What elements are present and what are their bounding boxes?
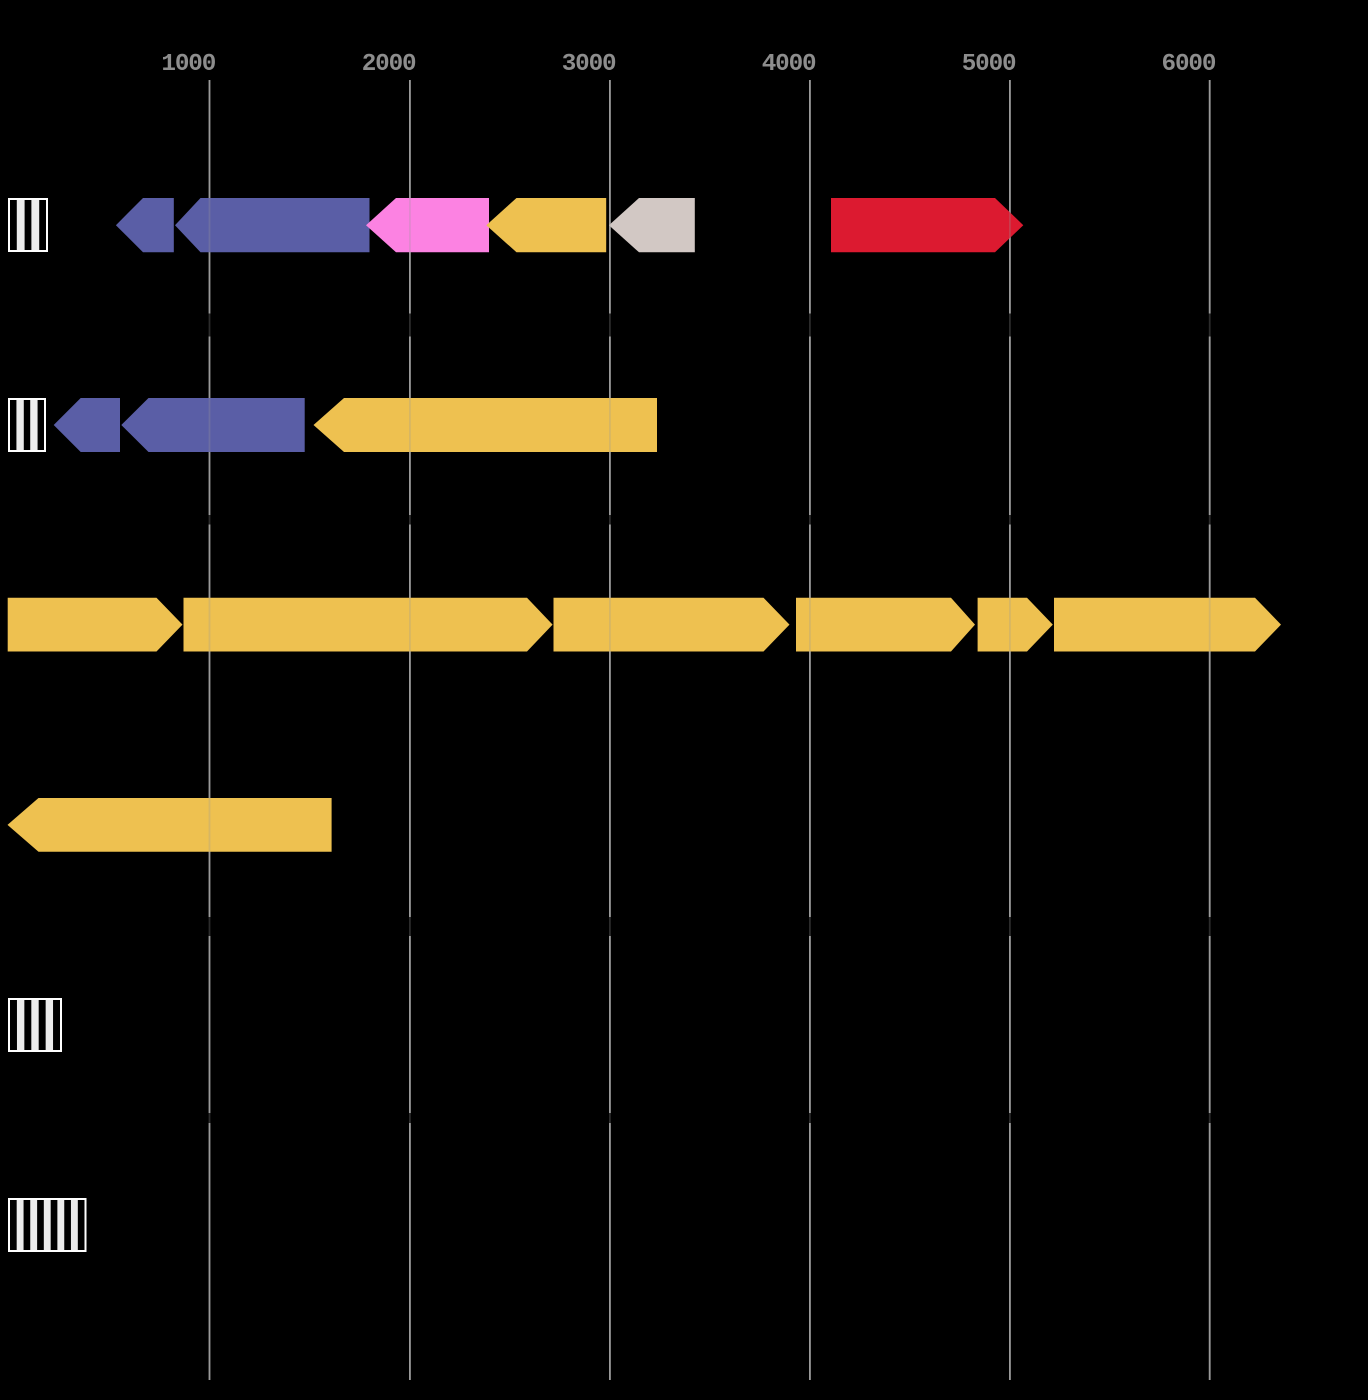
svg-text:1000: 1000 [161,51,215,78]
svg-text:3000: 3000 [562,51,616,78]
svg-text:2000: 2000 [362,51,416,78]
svg-text:4000: 4000 [762,51,816,78]
svg-text:6000: 6000 [1162,51,1216,78]
svg-text:5000: 5000 [962,51,1016,78]
